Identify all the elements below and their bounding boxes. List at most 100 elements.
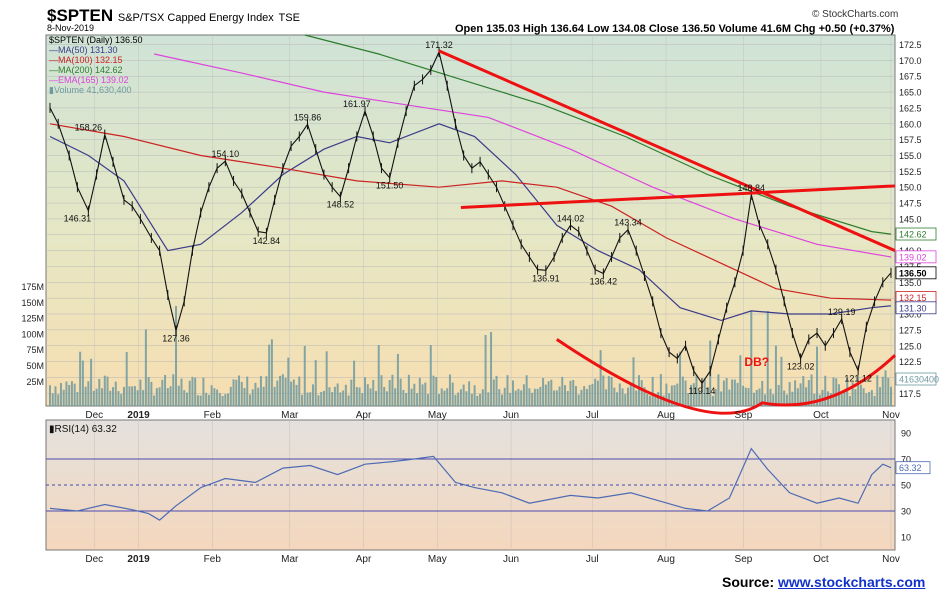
volume-bar: [616, 392, 619, 406]
volume-bar: [859, 384, 862, 406]
price-tag-label: 132.15: [899, 293, 927, 303]
source-line: Source: www.stockcharts.com: [722, 574, 925, 590]
price-annotation: 151.50: [376, 181, 404, 191]
volume-bar: [177, 385, 180, 406]
volume-bar: [511, 380, 514, 406]
volume-bar: [503, 387, 506, 406]
volume-bar: [402, 389, 405, 406]
volume-bar: [777, 384, 780, 406]
price-annotation: 127.36: [162, 334, 190, 344]
volume-bar: [470, 393, 473, 406]
volume-bar: [687, 393, 690, 406]
x-tick-label-bottom: 2019: [127, 554, 150, 565]
price-annotation: 119.14: [689, 386, 716, 396]
volume-bar: [180, 378, 183, 406]
volume-bar: [890, 386, 892, 406]
volume-bar: [314, 360, 317, 406]
x-tick-label-bottom: Jun: [503, 554, 519, 565]
volume-bar: [613, 387, 616, 406]
x-tick-label-bottom: Sep: [735, 554, 753, 565]
rsi-tick-label: 30: [901, 507, 911, 517]
ma-line: [49, 123, 892, 322]
volume-bar: [605, 389, 608, 406]
volume-bar: [144, 329, 147, 406]
volume-bar: [399, 378, 402, 406]
legend-entry: —MA(50) 131.30: [49, 45, 118, 55]
volume-bar: [232, 379, 235, 406]
volume-bar: [457, 392, 460, 406]
volume-bar: [528, 388, 531, 406]
volume-bar: [62, 389, 65, 406]
volume-bar: [468, 381, 471, 406]
price-annotation: 159.86: [294, 112, 322, 122]
volume-bar: [736, 382, 739, 406]
volume-bar: [410, 388, 413, 406]
price-tag-label: 41630400: [899, 375, 939, 385]
volume-bar: [448, 374, 451, 406]
volume-bar: [227, 393, 230, 406]
volume-bar: [128, 386, 131, 406]
volume-bar: [484, 335, 487, 406]
volume-bar: [610, 376, 613, 406]
volume-bar: [361, 393, 364, 406]
source-link[interactable]: www.stockcharts.com: [778, 574, 926, 590]
volume-bar: [632, 357, 635, 406]
volume-bar: [416, 393, 419, 406]
volume-bar: [739, 355, 742, 406]
price-tick-label: 125.0: [899, 341, 922, 351]
volume-bar: [194, 377, 197, 406]
volume-bar: [766, 311, 769, 406]
ma-line: [49, 123, 892, 301]
legend-entry: —MA(200) 142.62: [49, 65, 123, 75]
volume-bar: [572, 379, 575, 406]
volume-bar: [700, 381, 703, 406]
volume-bar: [342, 390, 345, 406]
volume-bar: [569, 380, 572, 406]
volume-bar: [473, 385, 476, 406]
volume-bar: [733, 379, 736, 406]
x-tick-label-top: May: [428, 410, 447, 421]
volume-bar: [435, 376, 438, 406]
volume-bar: [347, 395, 350, 406]
volume-bar: [514, 390, 517, 406]
price-tick-label: 117.5: [899, 389, 921, 399]
volume-bar: [744, 387, 747, 406]
volume-bar: [70, 381, 73, 406]
volume-bar: [695, 374, 698, 406]
price-tag-box: [895, 301, 937, 315]
volume-tick-label: 100M: [21, 329, 44, 339]
volume-bar: [147, 377, 150, 406]
price-annotation: 144.02: [557, 213, 585, 223]
volume-bar: [383, 386, 386, 406]
volume-bar: [462, 384, 465, 406]
volume-bar: [659, 374, 662, 406]
volume-bar: [175, 306, 178, 406]
volume-bar: [599, 350, 602, 406]
volume-bar: [122, 386, 125, 406]
volume-bar: [580, 389, 583, 406]
volume-bar: [588, 385, 591, 406]
price-tick-label: 145.0: [899, 214, 922, 224]
volume-bar: [109, 390, 112, 406]
volume-bar: [824, 375, 827, 406]
volume-bar: [265, 376, 268, 406]
volume-bar: [761, 380, 764, 406]
volume-bar: [317, 395, 320, 406]
volume-bar: [854, 389, 857, 406]
volume-bar: [536, 388, 539, 406]
index-name: S&P/TSX Capped Energy Index: [117, 12, 274, 24]
volume-bar: [268, 344, 271, 406]
volume-bar: [670, 385, 673, 406]
volume-bar: [676, 383, 679, 406]
volume-bar: [577, 394, 580, 406]
volume-bar: [459, 389, 462, 406]
volume-bar: [635, 390, 638, 406]
volume-bar: [205, 392, 208, 406]
volume-bar: [169, 386, 172, 406]
volume-bar: [262, 386, 265, 406]
volume-bar: [344, 384, 347, 406]
price-annotation: 161.97: [343, 99, 371, 109]
price-annotation: 158.26: [75, 123, 103, 133]
x-tick-label-top: Sep: [735, 410, 753, 421]
